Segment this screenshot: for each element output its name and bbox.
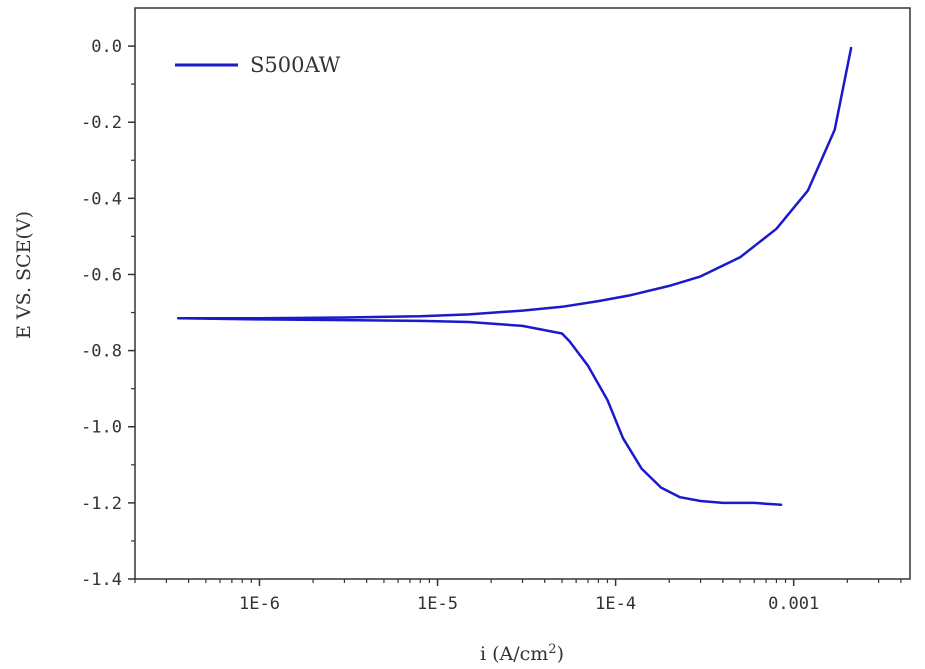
y-tick-label: 0.0 — [91, 37, 122, 57]
y-axis-title: E VS. SCE(V) — [13, 211, 35, 339]
x-tick-label: 1E-6 — [239, 594, 280, 614]
series-line-cathodic — [177, 316, 783, 507]
x-tick-label: 1E-5 — [417, 594, 458, 614]
series-curves — [177, 46, 853, 507]
x-axis-title-suffix: ) — [557, 643, 564, 665]
plot-frame — [134, 7, 911, 580]
x-axis-title-sup: 2 — [548, 642, 556, 657]
y-tick-label: -0.6 — [81, 265, 122, 285]
x-axis-title: i (A/cm2) — [480, 642, 564, 666]
y-tick-label: -0.2 — [81, 113, 122, 133]
y-axis-ticks: 0.0 -0.2 -0.4 -0.6 -0.8 -1.0 -1.2 -1.4 — [81, 37, 135, 590]
y-tick-label: -1.2 — [81, 494, 122, 514]
y-tick-label: -0.4 — [81, 189, 122, 209]
series-line-anodic — [177, 46, 853, 320]
y-tick-label: -1.4 — [81, 570, 122, 590]
x-axis-ticks: 1E-6 1E-5 1E-4 0.001 — [134, 579, 902, 614]
y-tick-label: -0.8 — [81, 342, 122, 362]
x-axis-title-prefix: i (A/cm — [480, 643, 548, 665]
legend-label: S500AW — [250, 53, 341, 77]
x-tick-label: 0.001 — [768, 594, 819, 614]
y-tick-label: -1.0 — [81, 418, 122, 438]
x-tick-label: 1E-4 — [595, 594, 636, 614]
